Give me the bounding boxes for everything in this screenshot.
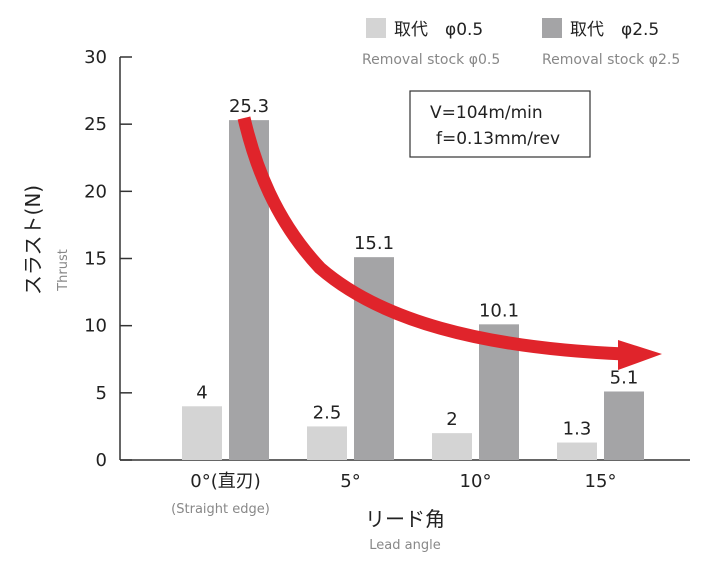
data-label-series-2-3: 5.1: [610, 367, 639, 388]
bars-group: [182, 120, 644, 461]
legend-label-series-1: 取代 φ0.5: [394, 20, 483, 40]
legend: 取代 φ0.5 Removal stock φ0.5 取代 φ2.5 Remov…: [362, 18, 680, 68]
y-axis-subtitle: Thrust: [56, 249, 71, 292]
conditions-box: V=104m/min f=0.13mm/rev: [409, 90, 591, 158]
y-axis-title-group: スラスト(N) Thrust: [21, 185, 71, 295]
bar-series-2-1: [354, 257, 394, 460]
x-category-label: 15°: [585, 471, 617, 492]
x-category-label: 10°: [460, 471, 492, 492]
y-tick-label: 0: [96, 450, 107, 471]
bar-series-2-3: [604, 391, 644, 460]
conditions-line-speed: V=104m/min: [430, 103, 543, 123]
y-tick-label: 5: [96, 383, 107, 404]
legend-swatch-series-2: [542, 18, 562, 38]
x-category-label: 0°(直刃): [190, 471, 261, 492]
data-label-series-1-1: 2.5: [313, 402, 342, 423]
y-tick-label: 20: [84, 181, 107, 202]
bar-series-1-2: [432, 433, 472, 460]
legend-swatch-series-1: [366, 18, 386, 38]
legend-sublabel-series-2: Removal stock φ2.5: [542, 52, 680, 68]
x-category-label: 5°: [340, 471, 360, 492]
data-labels-group: 4 25.3 2.5 15.1 2 10.1 1.3 5.1: [196, 96, 638, 439]
x-axis-title: リード角: [365, 507, 445, 531]
trend-arrow-body: [237, 116, 626, 361]
bar-series-1-3: [557, 442, 597, 460]
trend-arrow-head: [618, 340, 662, 370]
legend-sublabel-series-1: Removal stock φ0.5: [362, 52, 500, 68]
data-label-series-2-2: 10.1: [479, 300, 519, 321]
trend-arrow: [237, 116, 662, 370]
data-label-series-2-0: 25.3: [229, 96, 269, 117]
data-label-series-1-0: 4: [196, 382, 207, 403]
data-label-series-1-2: 2: [446, 409, 457, 430]
bar-series-1-0: [182, 406, 222, 460]
y-axis: 0 5 10 15 20 25 30: [84, 47, 132, 471]
data-label-series-1-3: 1.3: [563, 419, 592, 440]
legend-label-series-2: 取代 φ2.5: [570, 20, 659, 40]
x-category-sublabel: (Straight edge): [171, 502, 270, 517]
x-axis-subtitle: Lead angle: [369, 538, 440, 553]
y-tick-label: 15: [84, 249, 107, 270]
y-axis-title: スラスト(N): [21, 185, 45, 295]
conditions-line-feed: f=0.13mm/rev: [436, 129, 560, 149]
y-tick-label: 30: [84, 47, 107, 68]
bar-series-1-1: [307, 426, 347, 460]
y-tick-label: 10: [84, 316, 107, 337]
category-labels-group: 0°(直刃) (Straight edge) 5° 10° 15°: [171, 471, 616, 517]
y-tick-label: 25: [84, 114, 107, 135]
data-label-series-2-1: 15.1: [354, 233, 394, 254]
conditions-border: [409, 90, 591, 158]
